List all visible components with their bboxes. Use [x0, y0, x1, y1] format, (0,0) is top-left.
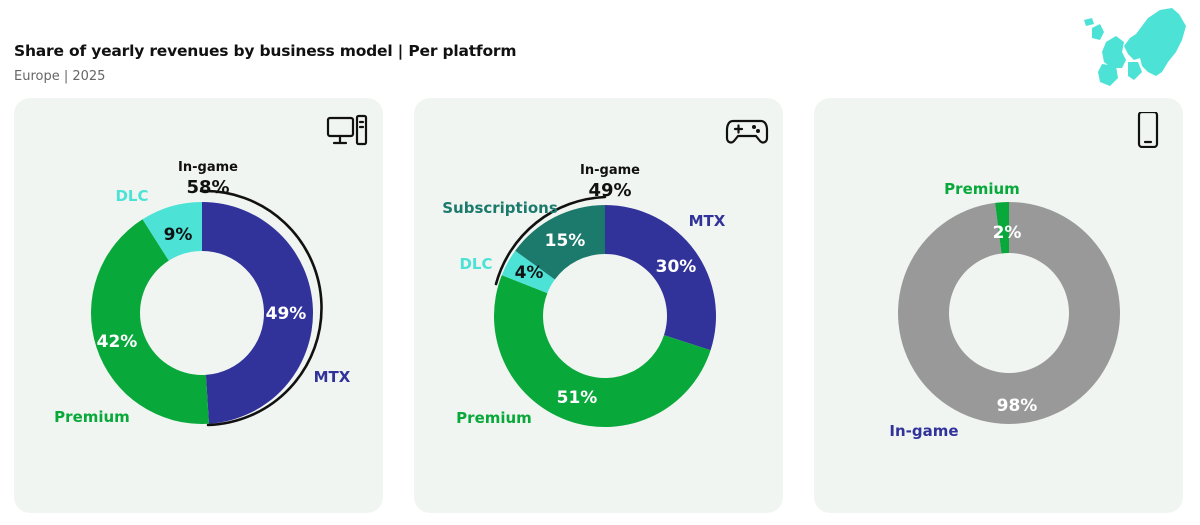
mobile-value-in-game: 98%	[997, 396, 1038, 416]
console-slice-mtx	[605, 205, 716, 351]
console-slice-premium	[493, 275, 711, 428]
mobile-donut-chart: Premium 2% 98% In-game	[889, 180, 1120, 440]
console-label-premium: Premium	[456, 409, 532, 427]
pc-value-in-game: 58%	[186, 177, 229, 198]
pc-slice-mtx	[202, 202, 313, 424]
europe-map-icon	[1084, 8, 1186, 86]
console-value-subscriptions: 15%	[545, 231, 586, 251]
console-value-premium: 51%	[557, 388, 598, 408]
pc-value-premium: 42%	[97, 332, 138, 352]
console-label-subscriptions: Subscriptions	[442, 199, 558, 217]
pc-icon	[326, 114, 368, 146]
console-label-mtx: MTX	[689, 212, 726, 230]
pc-label-mtx: MTX	[314, 368, 351, 386]
console-label-in-game: In-game	[580, 163, 640, 178]
console-donut-chart: Subscriptions DLC In-game 49% MTX Premiu…	[442, 163, 726, 428]
mobile-chart-panel: Premium 2% 98% In-game	[814, 98, 1183, 513]
console-chart-panel: Subscriptions DLC In-game 49% MTX Premiu…	[414, 98, 783, 513]
pc-label-in-game: In-game	[178, 160, 238, 175]
console-value-dlc: 4%	[515, 263, 544, 283]
pc-donut-chart: DLC In-game 58% MTX Premium 49% 42% 9%	[54, 160, 351, 427]
in-game-bracket	[494, 195, 607, 286]
console-value-mtx: 30%	[656, 257, 697, 277]
console-slice-dlc	[501, 250, 555, 294]
smartphone-icon	[1137, 112, 1159, 148]
in-game-bracket	[199, 189, 323, 427]
console-label-dlc: DLC	[459, 255, 492, 273]
pc-value-dlc: 9%	[164, 225, 193, 245]
mobile-label-in-game: In-game	[889, 422, 958, 440]
console-slice-subscriptions	[515, 205, 605, 280]
gamepad-icon	[725, 119, 769, 144]
mobile-label-premium: Premium	[944, 180, 1020, 198]
mobile-slice-premium	[995, 202, 1009, 254]
chart-subtitle: Europe | 2025	[14, 69, 106, 84]
mobile-slice-in-game	[898, 202, 1120, 424]
console-value-in-game: 49%	[588, 180, 631, 201]
pc-label-dlc: DLC	[115, 187, 148, 205]
chart-title: Share of yearly revenues by business mod…	[14, 42, 517, 60]
pc-slice-premium	[90, 219, 209, 424]
pc-slice-dlc	[142, 202, 202, 261]
pc-value-mtx: 49%	[266, 304, 307, 324]
pc-label-premium: Premium	[54, 408, 130, 426]
pc-chart-panel: DLC In-game 58% MTX Premium 49% 42% 9%	[14, 98, 383, 513]
mobile-value-premium: 2%	[993, 223, 1022, 243]
